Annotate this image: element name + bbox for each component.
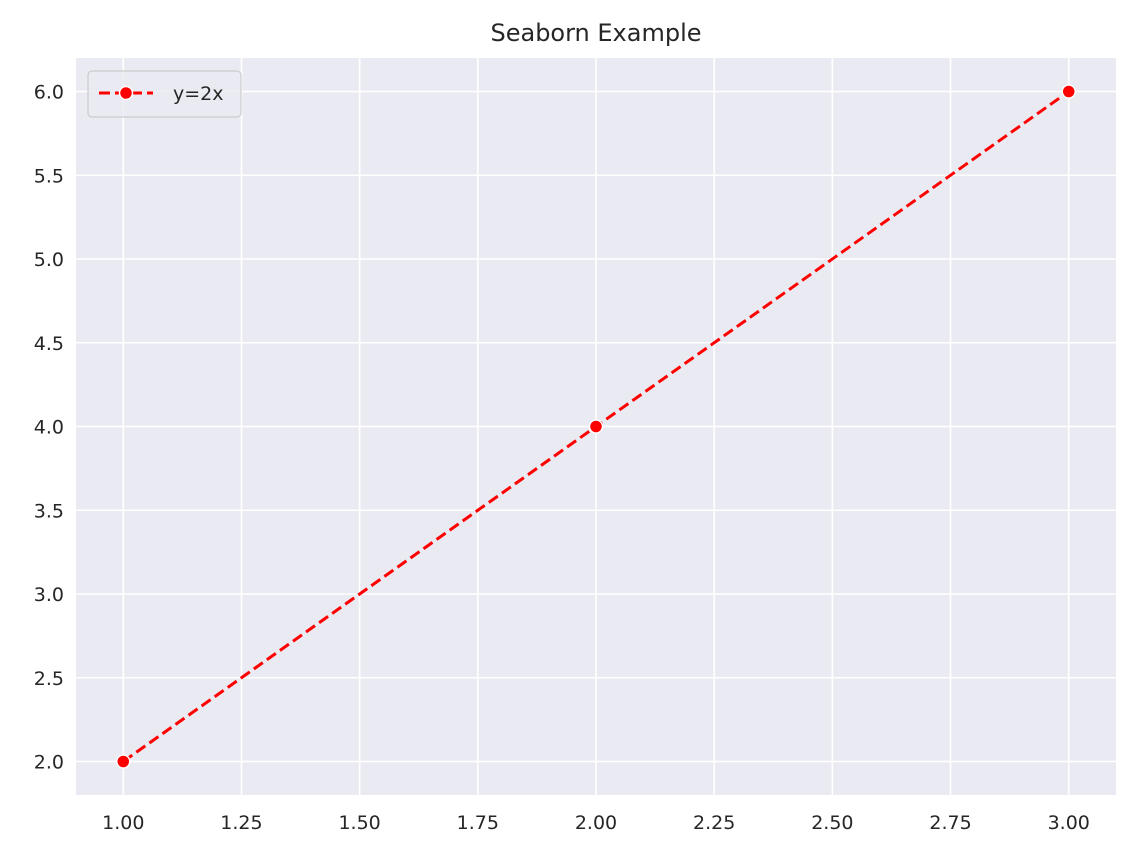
y-tick-label: 2.0 bbox=[34, 752, 64, 774]
y-tick-label: 2.5 bbox=[34, 668, 64, 690]
legend-label: y=2x bbox=[173, 83, 224, 105]
data-point bbox=[588, 419, 604, 434]
x-tick-label: 2.75 bbox=[929, 812, 971, 834]
x-tick-label: 3.00 bbox=[1048, 812, 1090, 834]
y-tick-label: 3.0 bbox=[34, 584, 64, 606]
x-tick-label: 2.00 bbox=[575, 812, 617, 834]
y-tick-label: 6.0 bbox=[34, 82, 64, 104]
data-point bbox=[1061, 84, 1076, 99]
y-tick-label: 4.5 bbox=[34, 333, 64, 355]
x-axis-tick-labels: 1.00 1.25 1.50 1.75 2.00 2.25 2.50 2.75 3.00 bbox=[102, 812, 1090, 834]
x-tick-label: 1.75 bbox=[457, 812, 499, 834]
y-tick-label: 5.5 bbox=[34, 165, 64, 187]
x-tick-label: 2.25 bbox=[693, 812, 735, 834]
legend-marker bbox=[118, 85, 134, 101]
legend-box bbox=[87, 70, 242, 118]
chart-title: Seaborn Example bbox=[490, 19, 701, 47]
y-axis-tick-labels: 2.0 2.5 3.0 3.5 4.0 4.5 5.0 5.5 6.0 bbox=[34, 82, 64, 774]
x-tick-label: 2.50 bbox=[811, 812, 853, 834]
series-group bbox=[116, 84, 1076, 769]
x-tick-label: 1.25 bbox=[220, 812, 262, 834]
y-tick-label: 4.0 bbox=[34, 417, 64, 439]
legend: y=2x bbox=[87, 70, 242, 118]
x-tick-label: 1.50 bbox=[338, 812, 380, 834]
data-point bbox=[116, 754, 131, 769]
y-tick-label: 5.0 bbox=[34, 249, 64, 271]
y-tick-label: 3.5 bbox=[34, 500, 64, 522]
x-tick-label: 1.00 bbox=[102, 812, 144, 834]
